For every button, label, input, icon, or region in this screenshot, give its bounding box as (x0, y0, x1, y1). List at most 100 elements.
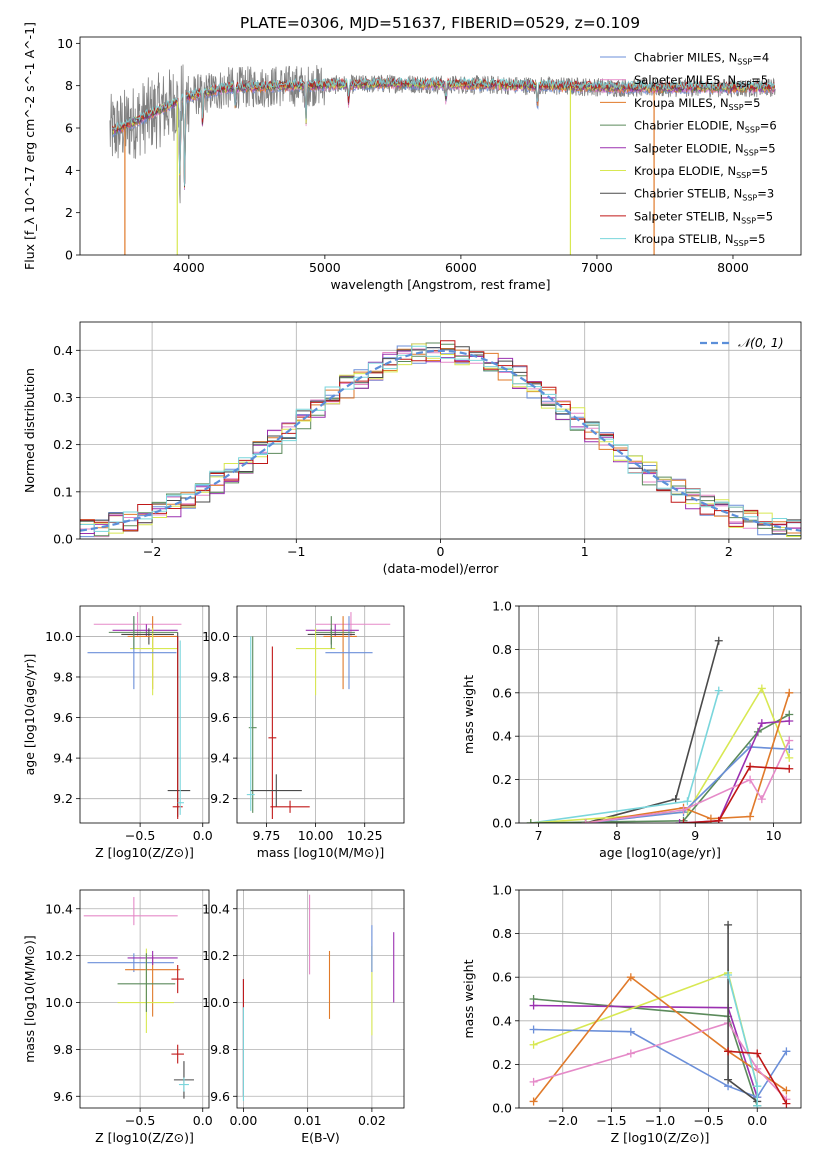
y-tick-label: 9.6 (210, 710, 230, 725)
x-tick-label: −0.5 (125, 828, 155, 843)
plot-area (526, 636, 794, 823)
residual-histogram-series (80, 345, 801, 532)
x-axis-label: (data-model)/error (383, 561, 500, 576)
y-tick-label: 9.8 (53, 669, 73, 684)
y-tick-label: 10.0 (45, 995, 73, 1010)
plus-marker (757, 684, 766, 693)
plus-marker (785, 736, 794, 745)
legend-label: Chabrier MILES, N (634, 51, 737, 65)
model-spectrum-line (112, 76, 775, 186)
x-tick-label: 1 (581, 544, 589, 559)
x-tick-label: 0.00 (230, 1113, 258, 1128)
legend-subscript: SSP (737, 58, 752, 67)
legend-entry: Salpeter MILES, NSSP=5 (634, 73, 768, 89)
plus-marker (714, 636, 723, 645)
legend-label: Salpeter MILES, N (634, 73, 736, 87)
x-tick-label: 8000 (717, 260, 749, 275)
mass-weight-series (727, 924, 758, 1103)
plus-marker (757, 719, 766, 728)
axes-frame (236, 605, 405, 824)
legend-suffix: =4 (752, 51, 769, 65)
legend-subscript: SSP (729, 103, 744, 112)
x-tick-label: −0.5 (125, 1113, 155, 1128)
x-tick-label: 7000 (581, 260, 613, 275)
y-tick-label: 0 (65, 248, 73, 263)
y-tick-label: 0.0 (53, 532, 73, 547)
y-tick-label: 0.4 (53, 343, 73, 358)
y-axis-label: Normed distribution (22, 368, 37, 493)
plus-marker (626, 1027, 635, 1036)
x-tick-label: −1.5 (596, 1113, 626, 1128)
plus-marker (782, 1047, 791, 1056)
x-tick-label: 7 (535, 828, 543, 843)
legend-suffix: =5 (756, 209, 773, 223)
plus-marker (671, 795, 680, 804)
legend-label: Chabrier STELIB, N (634, 187, 742, 201)
legend-label: Salpeter STELIB, N (634, 209, 741, 223)
plus-marker (526, 819, 535, 823)
y-axis-label: mass weight (461, 675, 476, 754)
plus-marker (529, 1025, 538, 1034)
mass-weight-series (585, 746, 790, 823)
axes-frame (236, 889, 405, 1109)
x-axis-label: Z [log10(Z/Z⊙)] (95, 1130, 194, 1145)
y-tick-label: 0.0 (492, 816, 512, 831)
legend-subscript: SSP (734, 239, 749, 248)
y-tick-label: 4 (65, 163, 73, 178)
y-tick-label: 9.6 (210, 1089, 230, 1104)
legend-entry: Chabrier MILES, NSSP=4 (634, 51, 769, 67)
plus-marker (714, 686, 723, 695)
axes-frame (79, 605, 210, 824)
panel-mass_vs_Z: −0.5 0.0 9.6 9.8 10.0 10.2 10.4 Z [log10(Z/Z⊙)]… (22, 889, 213, 1145)
plus-marker (683, 797, 692, 806)
plot-area (83, 897, 194, 1099)
plus-marker (581, 819, 590, 823)
legend-entry: Kroupa ELODIE, NSSP=5 (634, 164, 768, 180)
x-axis-label: wavelength [Angstrom, rest frame] (330, 277, 550, 292)
plot-area (80, 340, 801, 538)
plus-marker (785, 764, 794, 773)
x-tick-label: −2 (143, 544, 161, 559)
y-tick-label: 9.2 (210, 791, 230, 806)
plus-marker (724, 920, 733, 929)
axes-frame (518, 889, 802, 1109)
x-axis-label: mass [log10(M/M⊙)] (257, 845, 385, 860)
y-tick-label: 0.8 (492, 642, 512, 657)
y-tick-label: 9.8 (210, 1042, 230, 1057)
mass-weight-series (683, 765, 790, 823)
x-axis-label: E(B-V) (301, 1130, 340, 1145)
y-tick-label: 0.4 (492, 729, 512, 744)
legend-subscript: SSP (736, 80, 751, 89)
residual-histogram-series (80, 343, 801, 534)
residual-histogram-series (80, 340, 801, 532)
plus-marker (746, 762, 755, 771)
legend-label: Chabrier ELODIE, N (634, 119, 745, 133)
x-tick-label: 0.01 (294, 1113, 322, 1128)
plus-marker (679, 805, 688, 814)
x-tick-label: 10.25 (347, 828, 383, 843)
x-tick-label: 9 (691, 828, 699, 843)
y-tick-label: 8 (65, 78, 73, 93)
plus-marker (529, 1001, 538, 1010)
y-tick-label: 9.8 (53, 1042, 73, 1057)
panel-spectrum: 4000 5000 6000 7000 8000 0 2 4 6 8 10 wavelength [A… (22, 22, 802, 292)
plot-area (529, 920, 791, 1108)
y-tick-label: 0.2 (53, 437, 73, 452)
y-tick-label: 9.2 (53, 791, 73, 806)
plus-marker (675, 819, 684, 823)
panel-age_vs_Z: −0.5 0.0 9.2 9.4 9.6 9.8 10.0 Z [log10(Z/Z⊙)] ag… (22, 605, 213, 860)
plus-marker (782, 1099, 791, 1108)
plus-marker (785, 688, 794, 697)
plus-marker (714, 816, 723, 823)
plus-marker (785, 745, 794, 754)
y-tick-label: 6 (65, 121, 73, 136)
legend-suffix: =5 (749, 232, 766, 246)
y-tick-label: 0.6 (492, 970, 512, 985)
plus-marker (679, 819, 688, 823)
legend-label: Kroupa MILES, N (634, 96, 729, 110)
y-tick-label: 9.4 (210, 751, 230, 766)
y-axis-label: mass [log10(M/M⊙)] (22, 935, 37, 1063)
y-tick-label: 10.2 (45, 948, 73, 963)
x-tick-label: −2.0 (548, 1113, 578, 1128)
